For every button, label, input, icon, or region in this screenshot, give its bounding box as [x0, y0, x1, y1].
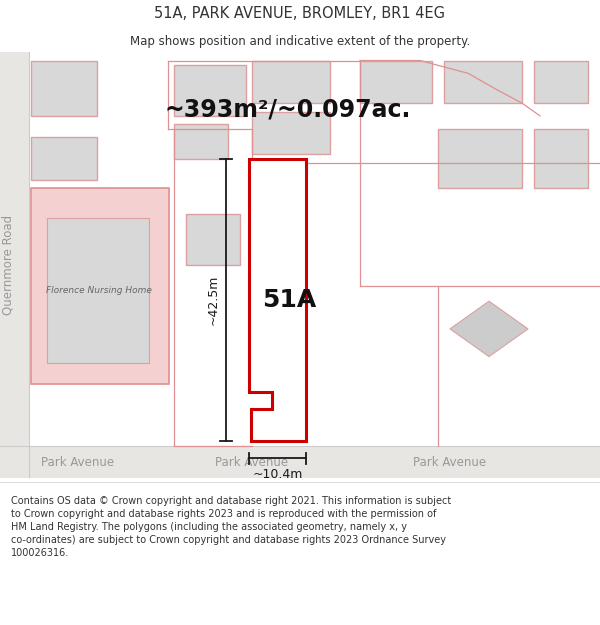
- Bar: [31, 138, 97, 180]
- Text: Contains OS data © Crown copyright and database right 2021. This information is : Contains OS data © Crown copyright and d…: [11, 496, 451, 559]
- Bar: [252, 112, 330, 154]
- Polygon shape: [450, 301, 528, 357]
- Text: ~393m²/~0.097ac.: ~393m²/~0.097ac.: [165, 98, 411, 121]
- Bar: [174, 65, 246, 116]
- Text: Quernmore Road: Quernmore Road: [1, 215, 14, 315]
- Bar: [31, 188, 169, 384]
- Bar: [0, 446, 600, 478]
- Text: Florence Nursing Home: Florence Nursing Home: [46, 286, 152, 295]
- Bar: [252, 61, 330, 103]
- Polygon shape: [249, 159, 306, 441]
- Bar: [31, 61, 97, 116]
- Bar: [174, 124, 228, 159]
- Bar: [186, 214, 240, 265]
- Bar: [0, 52, 29, 478]
- Text: Park Avenue: Park Avenue: [413, 456, 487, 469]
- Text: 51A: 51A: [262, 288, 317, 312]
- Text: 51A, PARK AVENUE, BROMLEY, BR1 4EG: 51A, PARK AVENUE, BROMLEY, BR1 4EG: [155, 6, 445, 21]
- Bar: [47, 218, 149, 363]
- Text: ~42.5m: ~42.5m: [206, 275, 220, 325]
- Bar: [534, 129, 588, 188]
- Text: Park Avenue: Park Avenue: [41, 456, 115, 469]
- Text: Park Avenue: Park Avenue: [215, 456, 289, 469]
- Text: ~10.4m: ~10.4m: [253, 468, 302, 481]
- Bar: [438, 129, 522, 188]
- Bar: [534, 61, 588, 103]
- Text: Map shows position and indicative extent of the property.: Map shows position and indicative extent…: [130, 35, 470, 48]
- Bar: [360, 61, 432, 103]
- Bar: [444, 61, 522, 103]
